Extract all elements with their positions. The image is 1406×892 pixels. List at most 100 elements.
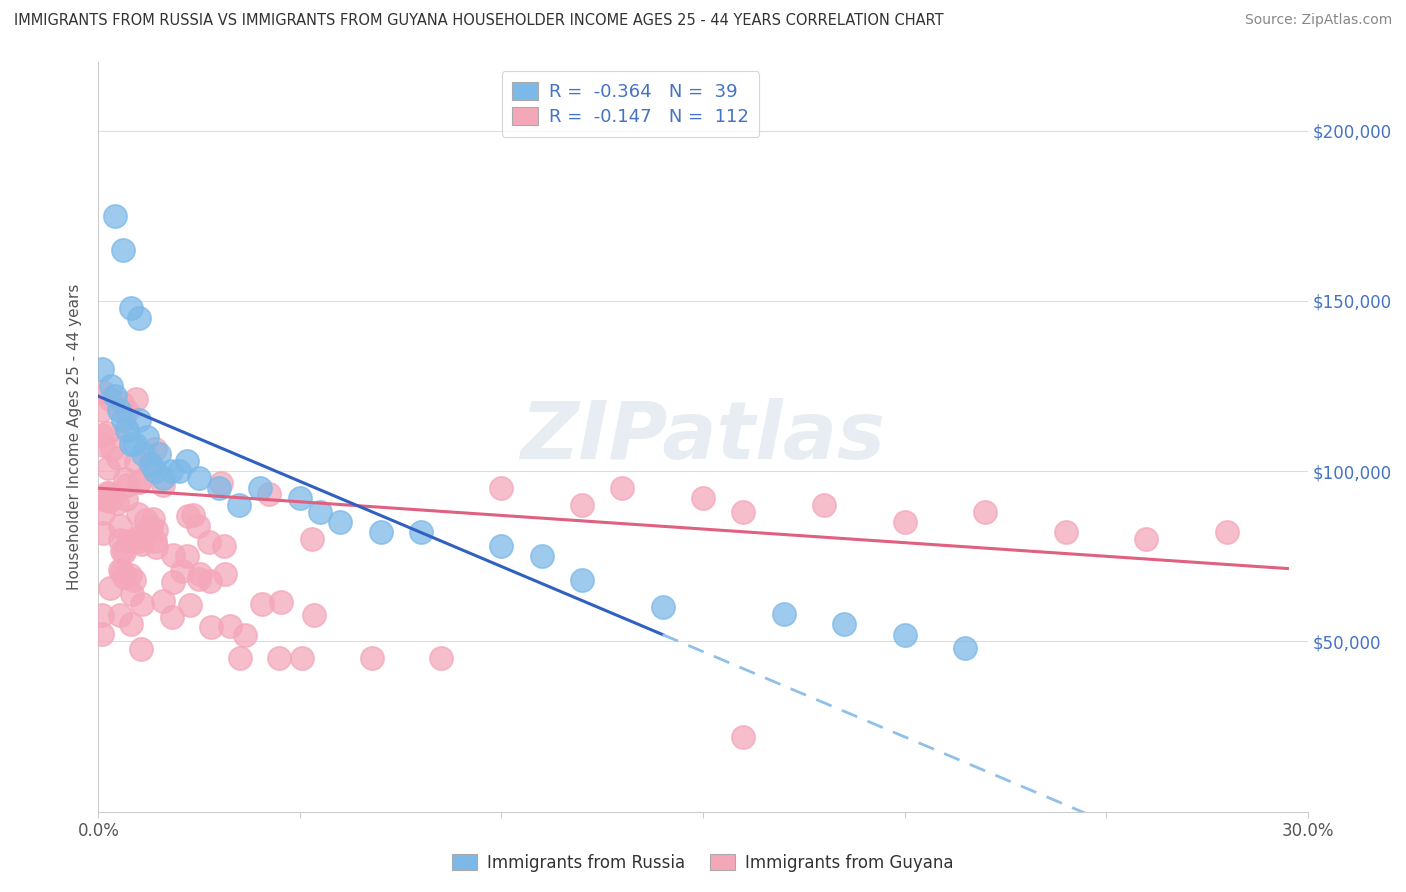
Point [813,498,835,512]
Point [110,518,132,533]
Point [571,498,593,512]
Point [233,628,256,642]
Point [249,481,271,495]
Point [212,539,235,553]
Point [112,570,135,584]
Point [651,600,673,615]
Point [98,493,121,508]
Point [103,209,125,223]
Point [135,430,157,444]
Point [122,574,145,588]
Point [127,533,149,548]
Point [267,651,290,665]
Point [188,567,211,582]
Point [110,544,132,558]
Point [118,567,141,582]
Point [111,413,134,427]
Point [100,379,122,393]
Point [250,598,273,612]
Point [91,507,114,521]
Point [91,607,114,622]
Point [143,464,166,478]
Point [101,442,124,456]
Point [772,607,794,622]
Point [131,597,153,611]
Point [114,422,136,436]
Point [105,496,128,510]
Point [100,582,122,596]
Point [152,471,174,485]
Point [120,437,142,451]
Point [1216,525,1239,540]
Point [291,651,314,665]
Point [127,530,149,544]
Point [571,573,593,587]
Point [135,513,157,527]
Point [170,564,193,578]
Point [91,492,114,507]
Point [107,451,129,466]
Point [91,403,114,417]
Point [733,505,755,519]
Point [112,545,135,559]
Text: Source: ZipAtlas.com: Source: ZipAtlas.com [1244,13,1392,28]
Point [1135,533,1157,547]
Point [229,651,252,665]
Point [198,534,221,549]
Point [176,549,198,564]
Point [176,454,198,468]
Point [953,641,976,656]
Point [974,505,997,519]
Point [91,438,114,452]
Point [309,505,332,519]
Point [131,537,153,551]
Point [612,481,634,495]
Point [270,595,292,609]
Point [304,608,326,623]
Point [108,533,131,547]
Point [117,533,139,548]
Point [160,464,183,478]
Point [257,487,280,501]
Point [530,549,553,564]
Point [91,428,114,442]
Point [329,515,352,529]
Point [187,519,209,533]
Point [228,498,250,512]
Point [96,426,118,441]
Point [101,489,124,503]
Point [200,620,222,634]
Point [143,442,166,456]
Point [139,519,162,533]
Y-axis label: Householder Income Ages 25 - 44 years: Householder Income Ages 25 - 44 years [67,284,83,591]
Point [209,476,232,491]
Point [162,549,184,563]
Point [103,389,125,403]
Point [491,481,513,495]
Legend: Immigrants from Russia, Immigrants from Guyana: Immigrants from Russia, Immigrants from … [446,847,960,879]
Point [108,607,131,622]
Point [162,610,184,624]
Point [430,651,453,665]
Point [188,471,211,485]
Point [115,403,138,417]
Point [114,472,136,486]
Point [98,392,121,406]
Point [181,508,204,522]
Point [152,478,174,492]
Point [129,528,152,542]
Point [120,301,142,315]
Point [125,392,148,406]
Point [692,491,714,506]
Point [179,598,201,612]
Point [96,486,118,500]
Point [491,539,513,553]
Point [188,572,211,586]
Point [128,475,150,489]
Point [115,478,138,492]
Point [91,526,114,541]
Point [139,458,162,472]
Point [128,474,150,488]
Point [111,564,134,578]
Point [1054,525,1077,540]
